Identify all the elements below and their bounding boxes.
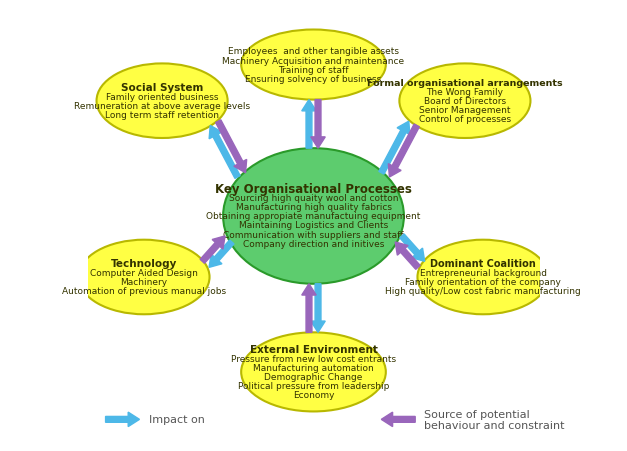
FancyArrow shape (302, 284, 316, 333)
FancyArrow shape (379, 122, 410, 175)
Text: External Environment: External Environment (250, 345, 377, 354)
Text: Social System: Social System (121, 83, 203, 93)
Text: Obtaining appropiate manufactuing equipment: Obtaining appropiate manufactuing equipm… (206, 212, 421, 221)
FancyArrow shape (400, 235, 424, 262)
Text: Computer Aided Design: Computer Aided Design (90, 268, 198, 277)
Text: Demographic Change: Demographic Change (265, 372, 362, 381)
Text: Family oriented business: Family oriented business (106, 92, 218, 101)
Text: Company direction and initives: Company direction and initives (243, 239, 384, 248)
Text: Manufacturing automation: Manufacturing automation (253, 363, 374, 372)
Text: Economy: Economy (293, 390, 334, 399)
Text: Formal organisational arrangements: Formal organisational arrangements (367, 79, 563, 88)
Text: Key Organisational Processes: Key Organisational Processes (215, 183, 412, 196)
FancyArrow shape (311, 284, 325, 333)
Text: High quality/Low cost fabric manufacturing: High quality/Low cost fabric manufacturi… (385, 286, 581, 295)
Text: Maintaining Logistics and Clients: Maintaining Logistics and Clients (239, 221, 388, 230)
Text: Control of processes: Control of processes (419, 115, 511, 124)
Text: Remuneration at above average levels: Remuneration at above average levels (74, 101, 250, 110)
Text: Sourcing high quaity wool and cotton: Sourcing high quaity wool and cotton (229, 194, 398, 203)
Text: Long term staff retention: Long term staff retention (105, 110, 219, 120)
FancyArrow shape (200, 236, 225, 264)
Text: Impact on: Impact on (149, 414, 204, 424)
Ellipse shape (241, 31, 386, 100)
Text: Board of Directors: Board of Directors (424, 97, 506, 106)
Text: Automation of previous manual jobs: Automation of previous manual jobs (62, 286, 226, 295)
Text: Ensuring solvency of business: Ensuring solvency of business (245, 74, 382, 83)
Text: Senior Management: Senior Management (419, 106, 510, 115)
Ellipse shape (78, 240, 209, 315)
FancyArrow shape (209, 240, 234, 268)
Text: Entrepreneurial background: Entrepreneurial background (419, 268, 547, 277)
Text: Manufacturing high quality fabrics: Manufacturing high quality fabrics (236, 203, 391, 212)
FancyArrow shape (216, 120, 246, 173)
FancyArrow shape (388, 125, 419, 178)
Text: Political pressure from leadership: Political pressure from leadership (238, 381, 389, 390)
FancyArrow shape (311, 100, 325, 149)
FancyArrow shape (395, 242, 420, 270)
FancyArrow shape (209, 126, 240, 179)
FancyArrow shape (302, 100, 316, 149)
Ellipse shape (399, 64, 530, 139)
Ellipse shape (223, 149, 404, 284)
Text: Machinery Acquisition and maintenance: Machinery Acquisition and maintenance (223, 56, 404, 65)
Text: Pressure from new low cost entrants: Pressure from new low cost entrants (231, 354, 396, 363)
Text: Source of potential
behaviour and constraint: Source of potential behaviour and constr… (424, 409, 565, 430)
Text: Machinery: Machinery (120, 277, 167, 286)
Ellipse shape (241, 333, 386, 411)
FancyArrow shape (381, 412, 415, 427)
Text: Employees  and other tangible assets: Employees and other tangible assets (228, 47, 399, 56)
Text: The Wong Family: The Wong Family (426, 88, 503, 97)
Text: Communication with suppliers and staff: Communication with suppliers and staff (223, 230, 404, 239)
Ellipse shape (97, 64, 228, 139)
Text: Family orientation of the company: Family orientation of the company (405, 277, 561, 286)
Ellipse shape (418, 240, 549, 315)
Text: Training of staff: Training of staff (278, 65, 349, 74)
Text: Technology: Technology (111, 259, 177, 269)
Text: Dominant Coalition: Dominant Coalition (430, 259, 536, 269)
FancyArrow shape (105, 412, 139, 427)
